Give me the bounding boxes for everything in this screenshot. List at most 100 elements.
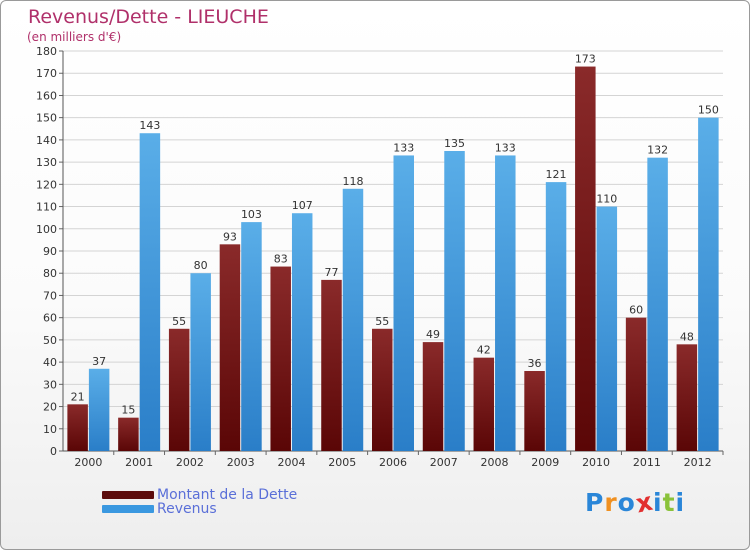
bar-debt bbox=[625, 317, 647, 451]
bar-revenue bbox=[291, 213, 313, 451]
bar-debt bbox=[270, 266, 291, 451]
y-tick-label: 100 bbox=[36, 223, 57, 236]
bar-debt bbox=[219, 244, 241, 451]
data-label-revenue: 80 bbox=[194, 259, 208, 272]
bar-revenue bbox=[495, 155, 516, 451]
x-tick-label: 2005 bbox=[328, 456, 356, 469]
bar-debt bbox=[524, 371, 545, 451]
legend-swatch-revenue bbox=[102, 505, 154, 513]
bar-revenue bbox=[596, 206, 618, 451]
data-label-debt: 48 bbox=[680, 330, 694, 343]
y-tick-label: 70 bbox=[43, 289, 57, 302]
legend-swatch-debt bbox=[102, 491, 154, 499]
logo-letter: P bbox=[585, 488, 605, 517]
data-label-debt: 173 bbox=[575, 53, 596, 66]
data-label-debt: 15 bbox=[121, 404, 135, 417]
bar-debt bbox=[473, 357, 495, 451]
x-tick-label: 2011 bbox=[633, 456, 661, 469]
data-label-debt: 93 bbox=[223, 230, 237, 243]
bar-revenue bbox=[545, 182, 567, 451]
y-tick-label: 50 bbox=[43, 334, 57, 347]
y-tick-label: 10 bbox=[43, 423, 57, 436]
data-label-revenue: 37 bbox=[92, 355, 106, 368]
data-label-revenue: 150 bbox=[698, 104, 719, 117]
legend-label-debt: Montant de la Dette bbox=[157, 487, 298, 503]
x-tick-label: 2000 bbox=[74, 456, 102, 469]
chart-subtitle: (en milliers d'€) bbox=[27, 30, 122, 44]
data-label-debt: 42 bbox=[477, 344, 491, 357]
bar-revenue bbox=[139, 133, 161, 451]
data-label-revenue: 132 bbox=[647, 144, 668, 157]
data-label-debt: 49 bbox=[426, 328, 440, 341]
data-label-revenue: 103 bbox=[241, 208, 262, 221]
data-label-debt: 55 bbox=[375, 315, 389, 328]
data-label-debt: 77 bbox=[324, 266, 338, 279]
y-tick-label: 80 bbox=[43, 267, 57, 280]
bar-revenue bbox=[88, 368, 110, 451]
bar-revenue bbox=[393, 155, 414, 451]
y-tick-label: 180 bbox=[36, 45, 57, 58]
x-tick-label: 2012 bbox=[684, 456, 712, 469]
data-label-debt: 83 bbox=[274, 253, 288, 266]
data-label-revenue: 143 bbox=[139, 119, 160, 132]
bar-debt bbox=[422, 342, 444, 451]
y-tick-label: 60 bbox=[43, 312, 57, 325]
data-label-revenue: 135 bbox=[444, 137, 465, 150]
x-tick-label: 2009 bbox=[531, 456, 559, 469]
legend-item-revenue: Revenus bbox=[102, 501, 217, 517]
data-label-revenue: 133 bbox=[495, 141, 516, 154]
logo-letter: i bbox=[675, 488, 686, 517]
proxiti-logo: Proxiti bbox=[585, 487, 686, 519]
data-label-revenue: 121 bbox=[546, 168, 567, 181]
bar-revenue bbox=[444, 151, 465, 451]
y-tick-label: 130 bbox=[36, 156, 57, 169]
y-tick-label: 110 bbox=[36, 201, 57, 214]
bar-revenue bbox=[342, 188, 364, 451]
data-label-debt: 21 bbox=[71, 390, 85, 403]
x-tick-label: 2006 bbox=[379, 456, 407, 469]
y-tick-label: 0 bbox=[50, 445, 57, 458]
bar-debt bbox=[676, 344, 698, 451]
y-tick-label: 40 bbox=[43, 356, 57, 369]
x-tick-label: 2003 bbox=[227, 456, 255, 469]
data-label-debt: 60 bbox=[629, 304, 643, 317]
data-label-revenue: 118 bbox=[342, 175, 363, 188]
bar-revenue bbox=[647, 157, 668, 451]
data-label-revenue: 110 bbox=[596, 193, 617, 206]
y-tick-label: 20 bbox=[43, 401, 57, 414]
y-tick-label: 30 bbox=[43, 378, 57, 391]
y-tick-label: 160 bbox=[36, 89, 57, 102]
legend-item-debt: Montant de la Dette bbox=[102, 487, 297, 503]
data-label-debt: 36 bbox=[528, 357, 542, 370]
y-tick-label: 140 bbox=[36, 134, 57, 147]
bar-debt bbox=[168, 328, 190, 451]
x-tick-label: 2004 bbox=[277, 456, 305, 469]
data-label-revenue: 107 bbox=[292, 199, 313, 212]
y-tick-label: 170 bbox=[36, 67, 57, 80]
bar-revenue bbox=[698, 117, 719, 452]
bar-debt bbox=[118, 417, 139, 451]
y-tick-label: 150 bbox=[36, 112, 57, 125]
logo-letter: i bbox=[653, 488, 663, 517]
data-label-revenue: 133 bbox=[393, 141, 414, 154]
chart-title: Revenus/Dette - LIEUCHE bbox=[28, 6, 269, 28]
logo-letter: o bbox=[617, 488, 636, 517]
bar-debt bbox=[372, 328, 393, 451]
bar-debt bbox=[575, 66, 596, 452]
x-tick-label: 2010 bbox=[582, 456, 610, 469]
legend-label-revenue: Revenus bbox=[157, 501, 217, 517]
bar-revenue bbox=[241, 222, 262, 451]
data-label-debt: 55 bbox=[172, 315, 186, 328]
x-tick-label: 2001 bbox=[125, 456, 153, 469]
bar-debt bbox=[67, 404, 88, 451]
bar-debt bbox=[321, 279, 342, 451]
x-tick-label: 2007 bbox=[430, 456, 458, 469]
x-tick-label: 2008 bbox=[481, 456, 509, 469]
logo-letter: r bbox=[604, 488, 618, 517]
y-tick-label: 90 bbox=[43, 245, 57, 258]
logo-letter: t bbox=[662, 488, 676, 517]
x-tick-label: 2002 bbox=[176, 456, 204, 469]
y-tick-label: 120 bbox=[36, 178, 57, 191]
